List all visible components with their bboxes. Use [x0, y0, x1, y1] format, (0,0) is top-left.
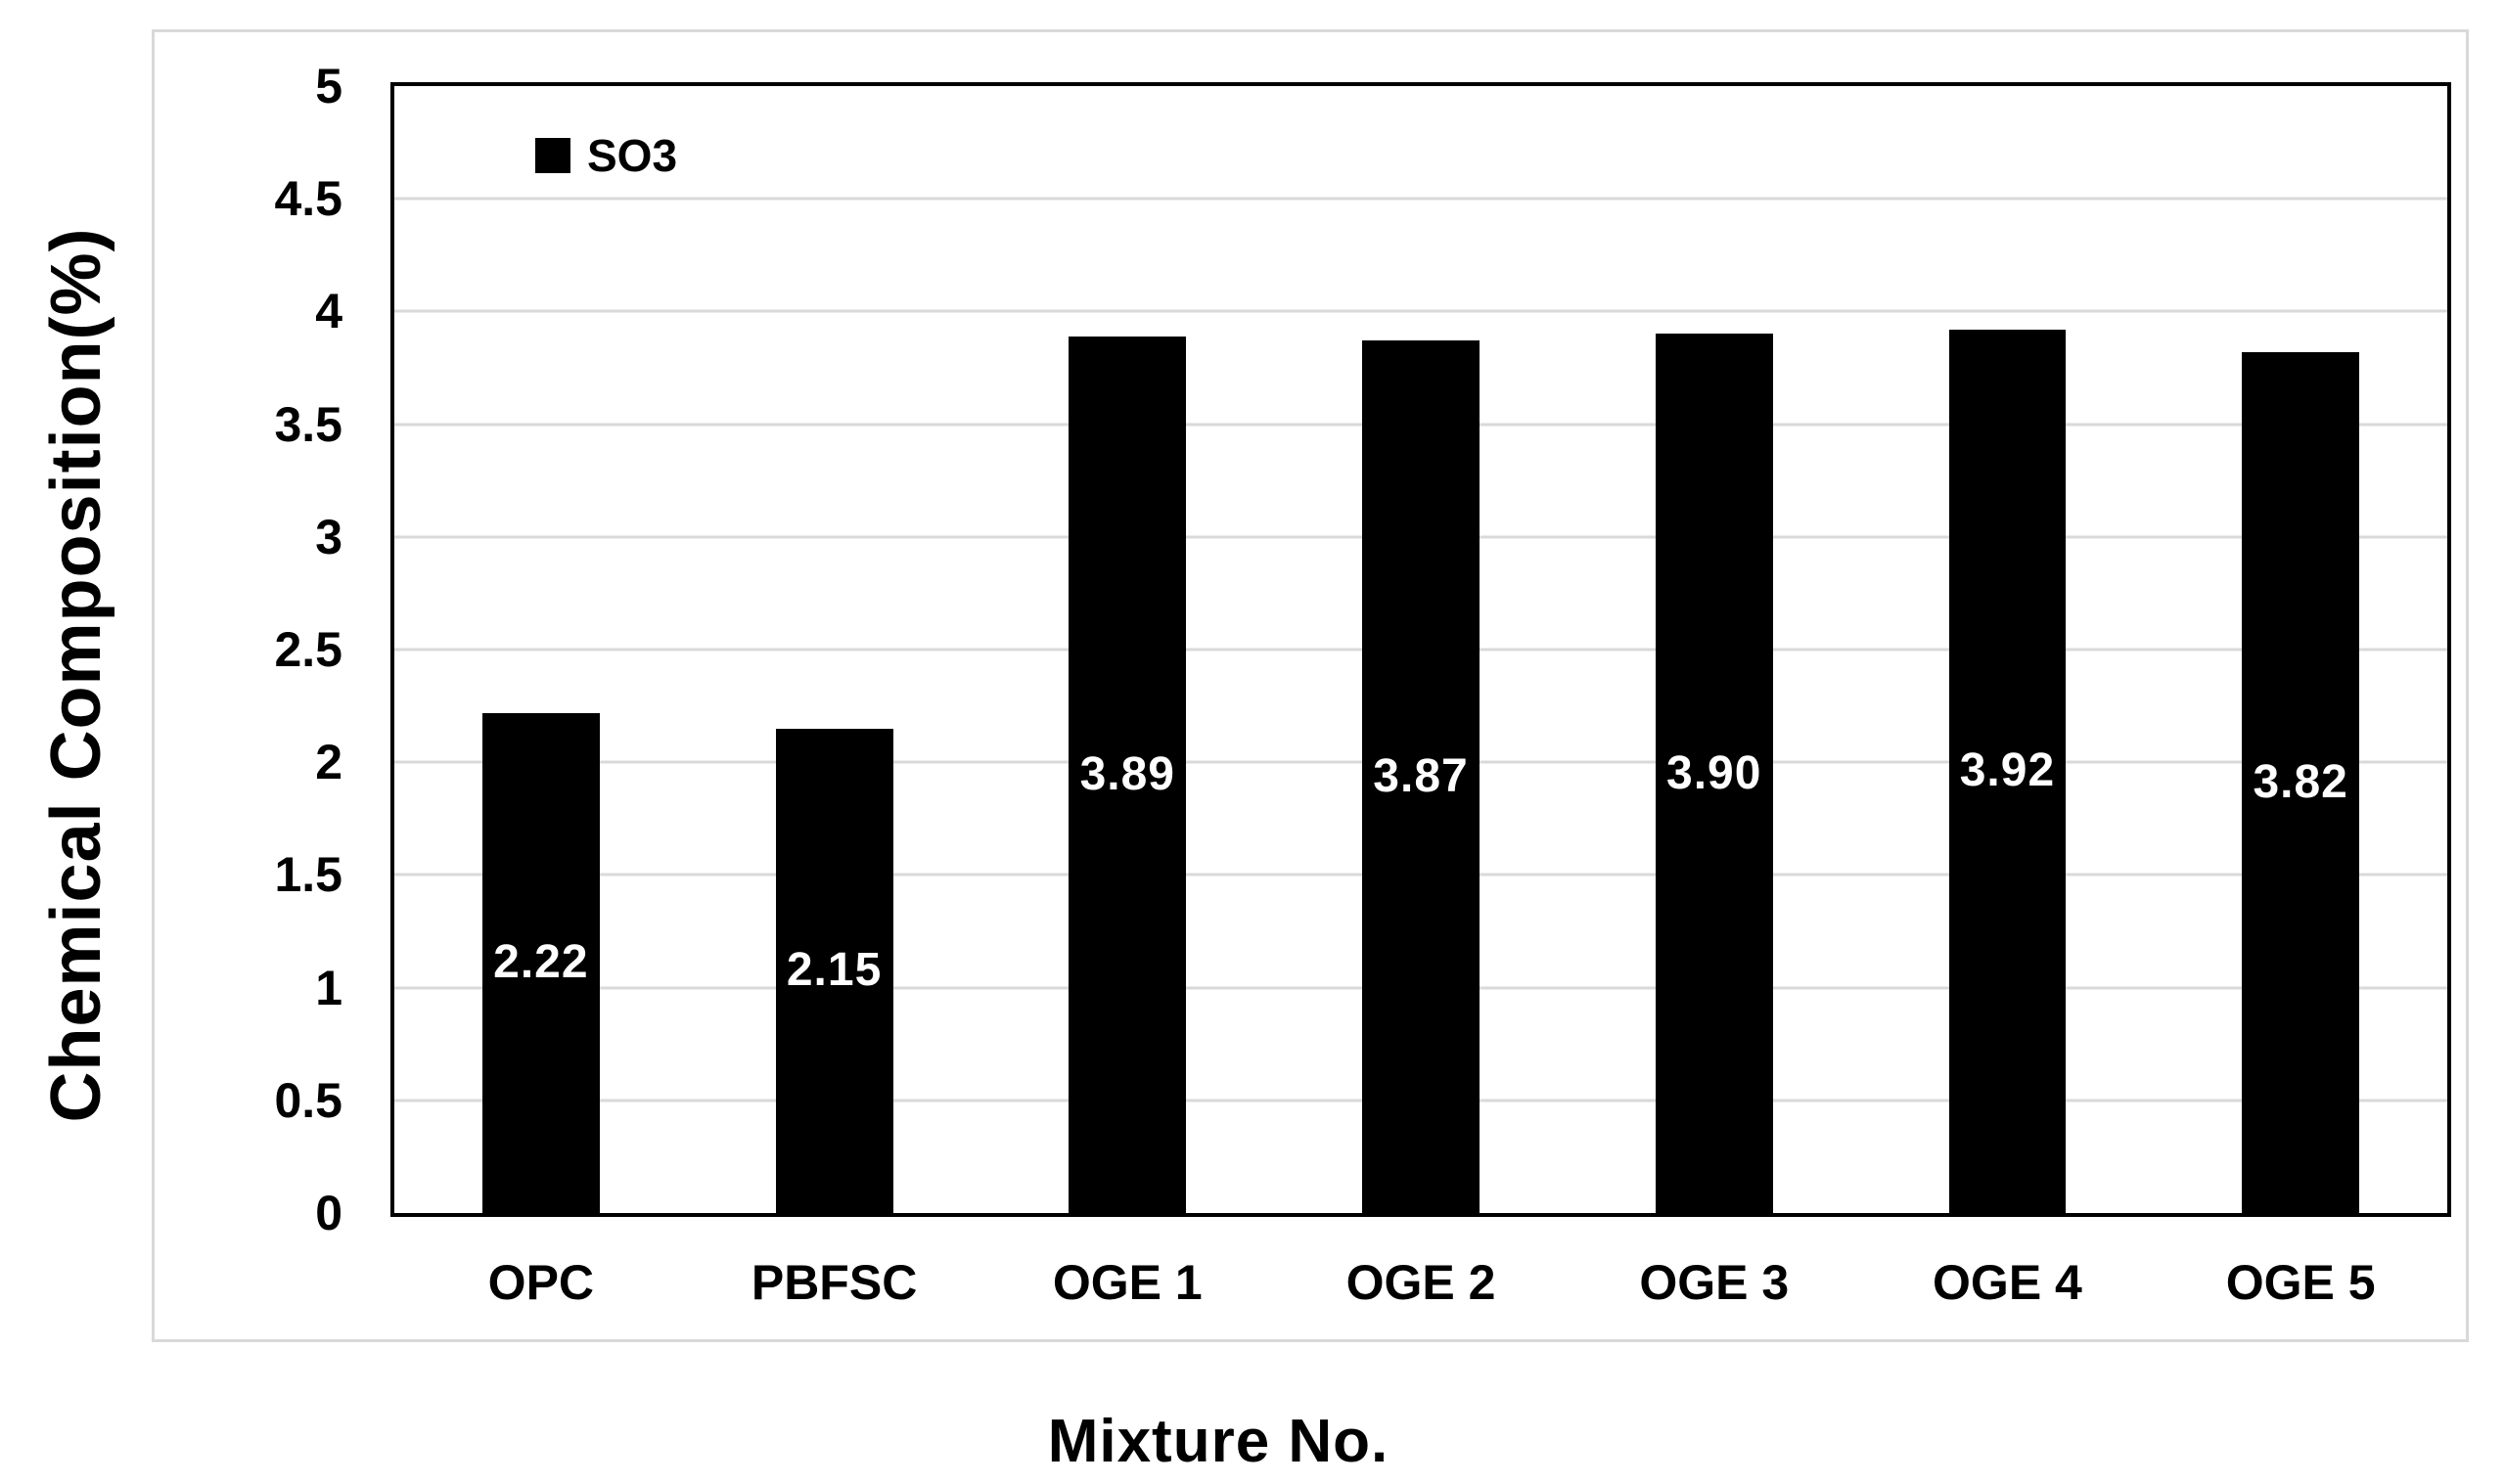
y-axis-title: Chemical Composition(%): [37, 227, 115, 1123]
bar-slot-oge-2: 3.87: [1274, 86, 1568, 1213]
gridline-4: [394, 309, 2447, 313]
x-axis-tick-labels: OPC PBFSC OGE 1 OGE 2 OGE 3 OGE 4 OGE 5: [394, 1258, 2447, 1307]
bar-oge-5: 3.82: [2242, 351, 2360, 1213]
bar-value-label-oge-2: 3.87: [1373, 750, 1469, 803]
y-axis-tick-3: 3: [315, 509, 342, 564]
bar-series-so3: 2.22 2.15 3.89 3.87 3.90 3.92 3.82: [394, 86, 2447, 1213]
bar-value-label-oge-1: 3.89: [1079, 747, 1175, 800]
bar-oge-1: 3.89: [1069, 336, 1187, 1213]
y-axis-tick-1.5: 1.5: [274, 847, 342, 903]
x-axis-title: Mixture No.: [1047, 1408, 1389, 1475]
bar-value-label-opc: 2.22: [493, 936, 589, 989]
y-axis-tick-labels: 5 4.5 4 3.5 3 2.5 2 1.5 1 0.5 0: [127, 62, 342, 1237]
y-axis-tick-0: 0: [315, 1186, 342, 1240]
y-axis-tick-3.5: 3.5: [274, 396, 342, 452]
bar-slot-oge-5: 3.82: [2154, 86, 2447, 1213]
legend: SO3: [535, 133, 677, 178]
gridline-4.5: [394, 197, 2447, 201]
legend-swatch-icon: [535, 138, 570, 173]
bar-slot-oge-4: 3.92: [1861, 86, 2155, 1213]
bar-pbfsc: 2.15: [775, 728, 893, 1213]
y-axis-tick-1: 1: [315, 960, 342, 1015]
bar-slot-opc: 2.22: [394, 86, 688, 1213]
y-axis-tick-5: 5: [315, 59, 342, 113]
bar-slot-oge-3: 3.90: [1568, 86, 1861, 1213]
y-axis-tick-2: 2: [315, 735, 342, 790]
bar-value-label-oge-3: 3.90: [1666, 746, 1762, 799]
bar-value-label-oge-4: 3.92: [1959, 744, 2056, 797]
y-axis-tick-0.5: 0.5: [274, 1072, 342, 1128]
y-axis-tick-4: 4: [315, 284, 342, 339]
bar-value-label-pbfsc: 2.15: [786, 944, 883, 997]
bar-oge-4: 3.92: [1948, 329, 2067, 1213]
x-axis-tick-oge-5: OGE 5: [2225, 1255, 2376, 1310]
bar-slot-oge-1: 3.89: [980, 86, 1274, 1213]
x-axis-tick-opc: OPC: [487, 1255, 595, 1310]
legend-label-so3: SO3: [587, 130, 678, 181]
x-axis-tick-oge-1: OGE 1: [1052, 1255, 1203, 1310]
plot-area: 2.22 2.15 3.89 3.87 3.90 3.92 3.82 SO3: [390, 82, 2451, 1217]
bar-oge-3: 3.90: [1655, 334, 1773, 1213]
x-axis-tick-oge-4: OGE 4: [1933, 1255, 2082, 1310]
bar-slot-pbfsc: 2.15: [688, 86, 981, 1213]
bar-value-label-oge-5: 3.82: [2253, 755, 2348, 808]
bar-opc: 2.22: [481, 712, 600, 1213]
x-axis-tick-oge-3: OGE 3: [1639, 1255, 1790, 1310]
x-axis-tick-oge-2: OGE 2: [1345, 1255, 1496, 1310]
bar-oge-2: 3.87: [1362, 340, 1480, 1213]
y-axis-tick-2.5: 2.5: [274, 622, 342, 677]
y-axis-tick-4.5: 4.5: [274, 171, 342, 227]
x-axis-tick-pbfsc: PBFSC: [751, 1255, 918, 1310]
